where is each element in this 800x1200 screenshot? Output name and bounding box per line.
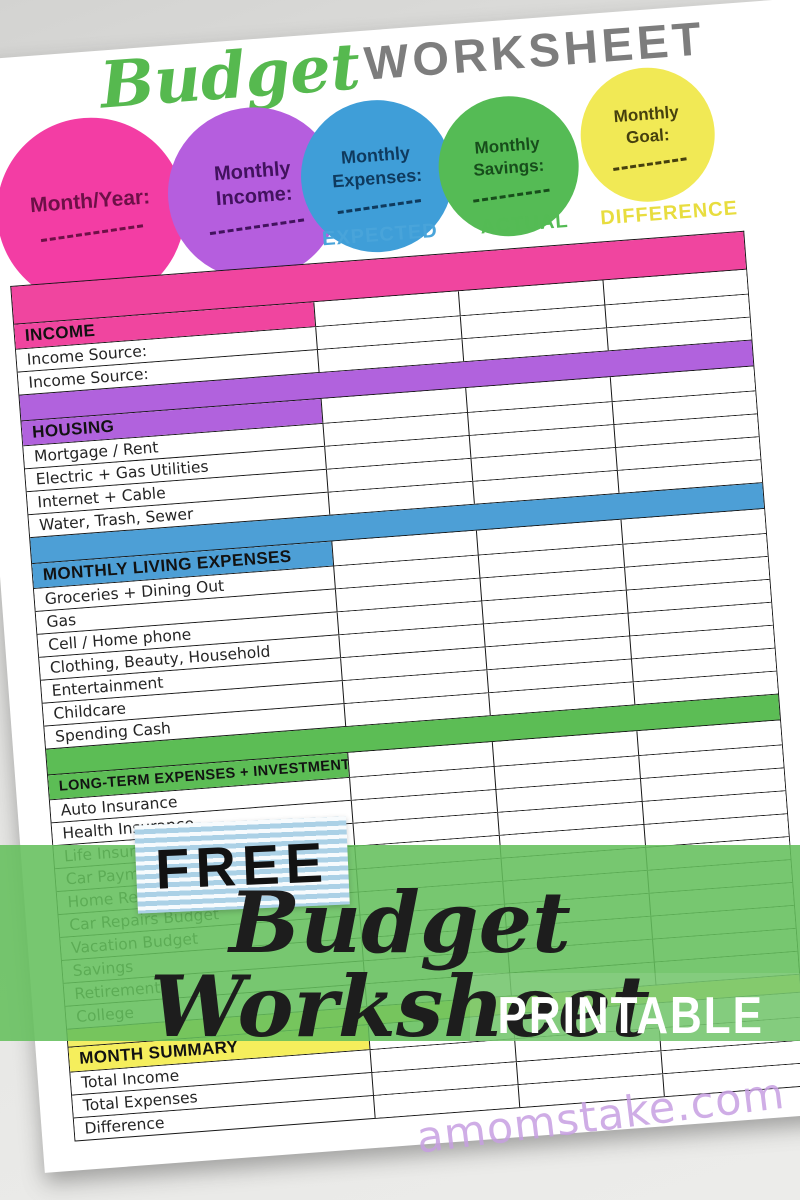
- promo-banner: FREE Budget Worksheet PRINTABLE: [0, 816, 800, 1049]
- blank-write-line: [613, 157, 687, 171]
- banner-subtitle: PRINTABLE: [497, 987, 764, 1045]
- banner-title: Budget Worksheet: [149, 873, 651, 1056]
- circle-label: Monthly Expenses:: [331, 142, 423, 191]
- blank-write-line: [41, 223, 144, 242]
- blank-write-line: [209, 218, 304, 235]
- worksheet-title-script: Budget: [97, 29, 363, 124]
- circle-label: Monthly Savings:: [472, 134, 545, 180]
- circle-label: Month/Year:: [29, 185, 151, 218]
- column-header-difference: DIFFERENCE: [599, 197, 739, 230]
- blank-write-line: [472, 188, 550, 203]
- circle-label: Monthly Goal:: [612, 102, 680, 147]
- blank-write-line: [337, 199, 421, 215]
- circle-monthly-goal: Monthly Goal:: [575, 62, 720, 207]
